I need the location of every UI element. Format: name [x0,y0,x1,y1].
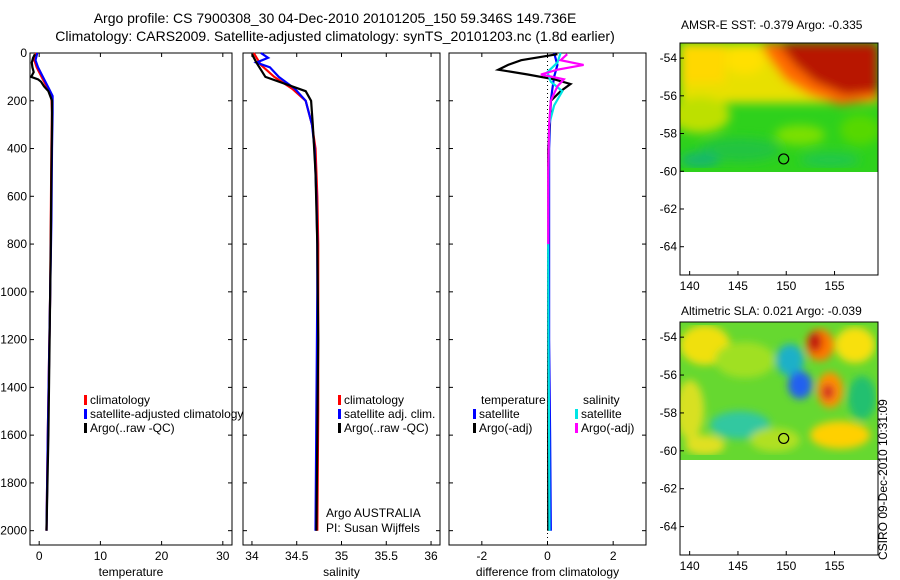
depth-tick-label: 2000 [0,524,27,538]
panel-sst-map: 140 145 150 155 -54 -56 -58 -60 -62 -64 [660,42,879,293]
diff-legend-temp-argo-swatch [473,423,476,433]
salinity-xlabel: salinity [323,565,360,579]
panel-temperature: 0 10 20 30 0 200 400 600 800 1000 1200 1400 1600 1800… [0,46,233,579]
sal-legend-argo-swatch [338,423,341,433]
depth-tick-label: 400 [7,142,27,156]
diff-legend-sal-satellite-label: satellite [581,407,622,421]
difference-xtick-label: 2 [610,549,617,563]
panel-sla-map: 140 145 150 155 -54 -56 -58 -60 -62 -64 [660,321,879,573]
depth-tick-label: 1800 [0,476,27,490]
sal-legend-climatology-label: climatology [344,393,404,407]
depth-tick-label: 800 [7,237,27,251]
sla-map-ytick-label: -62 [660,482,678,496]
salinity-series-satellite-adj-clim- [253,52,319,531]
panel-salinity: 34 34.5 35 35.5 36 salinity [242,52,441,579]
diff-legend-temp-satellite-swatch [473,409,476,419]
sla-map-xtick-label: 150 [776,559,796,573]
sst-map-xtick-label: 155 [825,279,845,293]
temperature-series-argo-raw-qc- [29,53,54,531]
temp-legend-climatology-label: climatology [90,393,150,407]
sal-legend-satellite-swatch [338,409,341,419]
diff-legend-temp-argo-label: Argo(-adj) [479,421,532,435]
temperature-xlabel: temperature [99,565,164,579]
diff-legend-sal-argo-swatch [575,423,578,433]
sla-map-ytick-label: -56 [660,368,678,382]
chart-title-line1: Argo profile: CS 7900308_30 04-Dec-2010 … [93,10,577,26]
depth-tick-label: 1600 [0,428,27,442]
sst-heatmap [680,43,878,172]
float-program-annotation: Argo AUSTRALIA [326,506,421,520]
sst-map-ytick-label: -54 [660,51,678,65]
salinity-xtick-label: 35.5 [375,549,399,563]
salinity-xtick-label: 36 [424,549,438,563]
depth-tick-label: 1000 [0,285,27,299]
salinity-xtick-label: 35 [335,549,349,563]
sst-map-title: AMSR-E SST: -0.379 Argo: -0.335 [681,18,863,32]
temp-legend-climatology-swatch [84,395,87,405]
sst-map-axes-box [679,42,879,276]
sst-map-profile-marker [778,153,790,165]
sal-legend-argo-label: Argo(..raw -QC) [344,421,429,435]
panel-difference: -2 0 2 difference from climatology [448,52,647,579]
difference-series-salinity-satellite [546,52,564,531]
temperature-axes-box [29,52,233,546]
sst-map-ytick-label: -62 [660,202,678,216]
difference-xlabel: difference from climatology [476,565,619,579]
difference-series-salinity-argo-adj- [540,53,584,245]
temp-legend-satellite-label: satellite-adjusted climatology [90,407,243,421]
sla-map-ytick-label: -58 [660,406,678,420]
sla-map-ytick-label: -60 [660,444,678,458]
sst-map-ytick-label: -60 [660,164,678,178]
timestamp-stamp: CSIRO 09-Dec-2010 10:31:09 [876,399,890,560]
depth-tick-label: 600 [7,189,27,203]
sla-heatmap [680,322,878,460]
sla-map-ytick-label: -64 [660,520,678,534]
diff-legend-sal-argo-label: Argo(-adj) [581,421,634,435]
temperature-xtick-label: 20 [155,549,169,563]
diff-legend-sal-satellite-swatch [575,409,578,419]
temperature-xtick-label: 30 [216,549,230,563]
diff-legend-title-temperature: temperature [481,393,546,407]
sst-map-ytick-label: -56 [660,89,678,103]
depth-tick-label: 0 [20,46,27,60]
sst-map-xtick-label: 140 [680,279,700,293]
diff-legend-temp-satellite-label: satellite [479,407,520,421]
depth-tick-label: 1200 [0,333,27,347]
sal-legend-climatology-swatch [338,395,341,405]
sla-map-xtick-label: 155 [825,559,845,573]
temperature-xtick-label: 10 [94,549,108,563]
chart-title-line2: Climatology: CARS2009. Satellite-adjuste… [55,28,615,44]
depth-tick-label: 1400 [0,380,27,394]
salinity-series-argo-raw-qc- [251,53,320,531]
diff-legend-title-salinity: salinity [583,393,620,407]
salinity-xtick-label: 34 [245,549,259,563]
salinity-series-climatology [252,52,320,531]
temp-legend-argo-label: Argo(..raw -QC) [90,421,175,435]
difference-xtick-label: -2 [476,549,487,563]
depth-tick-label: 200 [7,94,27,108]
sst-map-ytick-label: -64 [660,240,678,254]
salinity-xtick-label: 34.5 [285,549,309,563]
temp-legend-satellite-swatch [84,409,87,419]
sla-map-axes-box [679,321,879,556]
difference-series-temperature-argo-adj- [494,53,573,531]
sla-map-xtick-label: 140 [680,559,700,573]
salinity-axes-box [242,52,441,546]
temp-legend-argo-swatch [84,423,87,433]
pi-annotation: PI: Susan Wijffels [326,521,420,535]
sst-map-ytick-label: -58 [660,127,678,141]
sla-map-profile-marker [778,432,790,445]
sla-map-xtick-label: 145 [728,559,748,573]
sla-map-ytick-label: -54 [660,330,678,344]
sla-map-title: Altimetric SLA: 0.021 Argo: -0.039 [681,304,862,318]
sal-legend-satellite-label: satellite adj. clim. [344,407,435,421]
temperature-xtick-label: 0 [36,549,43,563]
sst-map-xtick-label: 145 [728,279,748,293]
sst-map-xtick-label: 150 [776,279,796,293]
difference-xtick-label: 0 [544,549,551,563]
